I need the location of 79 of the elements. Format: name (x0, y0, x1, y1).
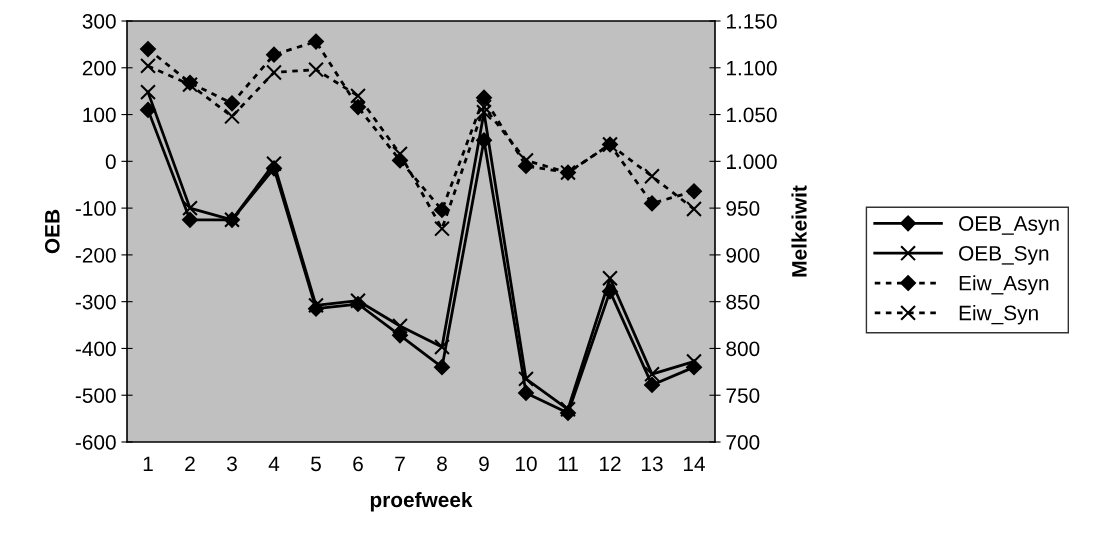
x-tick-label: 2 (185, 456, 195, 471)
y-tick-label: -400 (75, 341, 116, 357)
y-axis-title: OEB (44, 209, 60, 254)
y2-tick-label: 1.000 (727, 154, 777, 170)
point (308, 61, 324, 78)
y-tick-label: -300 (75, 294, 116, 310)
y2-tick-label: 750 (726, 388, 760, 403)
point (434, 220, 450, 237)
point (686, 353, 702, 370)
x-tick-label: 7 (395, 456, 405, 471)
point (140, 41, 156, 57)
point (182, 211, 198, 228)
point (266, 46, 282, 63)
point (518, 152, 534, 169)
y2-tick-label: 950 (726, 201, 760, 216)
x-tick-label: 13 (642, 456, 663, 472)
point (140, 57, 156, 74)
point (644, 377, 660, 393)
point (266, 155, 282, 172)
legend-label: Eiw_Syn (959, 305, 1038, 325)
x-tick-label: 14 (684, 456, 705, 471)
point (602, 270, 618, 287)
y-tick-label: -200 (75, 247, 116, 263)
x-tick-label: 11 (558, 456, 578, 471)
y-tick-label: -100 (75, 201, 116, 216)
x-tick-label: 8 (437, 456, 447, 472)
y-tick-label: 200 (82, 60, 116, 76)
point (224, 108, 240, 125)
point (518, 370, 534, 387)
y2-tick-label: 900 (726, 247, 760, 263)
legend-label: OEB_Asyn (959, 216, 1059, 235)
x-axis-title: proefweek (370, 491, 473, 512)
legend-label: OEB_Syn (959, 245, 1049, 265)
x-tick-label: 4 (268, 456, 280, 471)
y-tick-label: 300 (82, 14, 116, 29)
x-tick-label: 6 (353, 456, 363, 472)
point (224, 95, 240, 112)
y2-tick-label: 800 (726, 341, 760, 357)
point (644, 168, 660, 185)
y2-tick-label: 700 (726, 435, 760, 450)
point (392, 327, 408, 344)
point (308, 33, 324, 50)
y-tick-label: -600 (75, 435, 116, 450)
point (182, 200, 198, 217)
point (434, 202, 450, 218)
point (140, 84, 156, 101)
x-tick-label: 3 (227, 456, 237, 472)
point (350, 292, 366, 309)
x-tick-label: 1 (143, 456, 153, 471)
point (686, 183, 702, 200)
point (644, 195, 660, 212)
x-tick-label: 12 (600, 456, 621, 471)
point (392, 145, 408, 162)
point (560, 401, 576, 418)
point (434, 359, 450, 376)
x-tick-label: 9 (479, 456, 489, 472)
y2-tick-label: 1.150 (727, 14, 777, 29)
point (644, 366, 660, 383)
y2-tick-label: 1.100 (727, 60, 777, 76)
y-tick-label: 100 (83, 107, 116, 123)
point (350, 87, 366, 104)
point (140, 101, 156, 118)
point (476, 89, 492, 106)
y2-axis-title: Melkeiwit (791, 185, 807, 277)
y-tick-label: 0 (105, 154, 116, 170)
point (686, 201, 702, 218)
y2-tick-label: 1.050 (727, 107, 777, 123)
point (476, 104, 492, 121)
y2-tick-label: 850 (726, 294, 760, 310)
legend-label: Eiw_Asyn (959, 275, 1049, 295)
point (392, 318, 408, 334)
point (266, 64, 282, 81)
x-tick-label: 5 (311, 456, 321, 472)
x-tick-label: 10 (516, 456, 537, 472)
point (350, 99, 366, 115)
point (518, 384, 534, 401)
y-tick-label: -500 (75, 388, 116, 403)
point (434, 339, 450, 356)
point (476, 99, 492, 116)
